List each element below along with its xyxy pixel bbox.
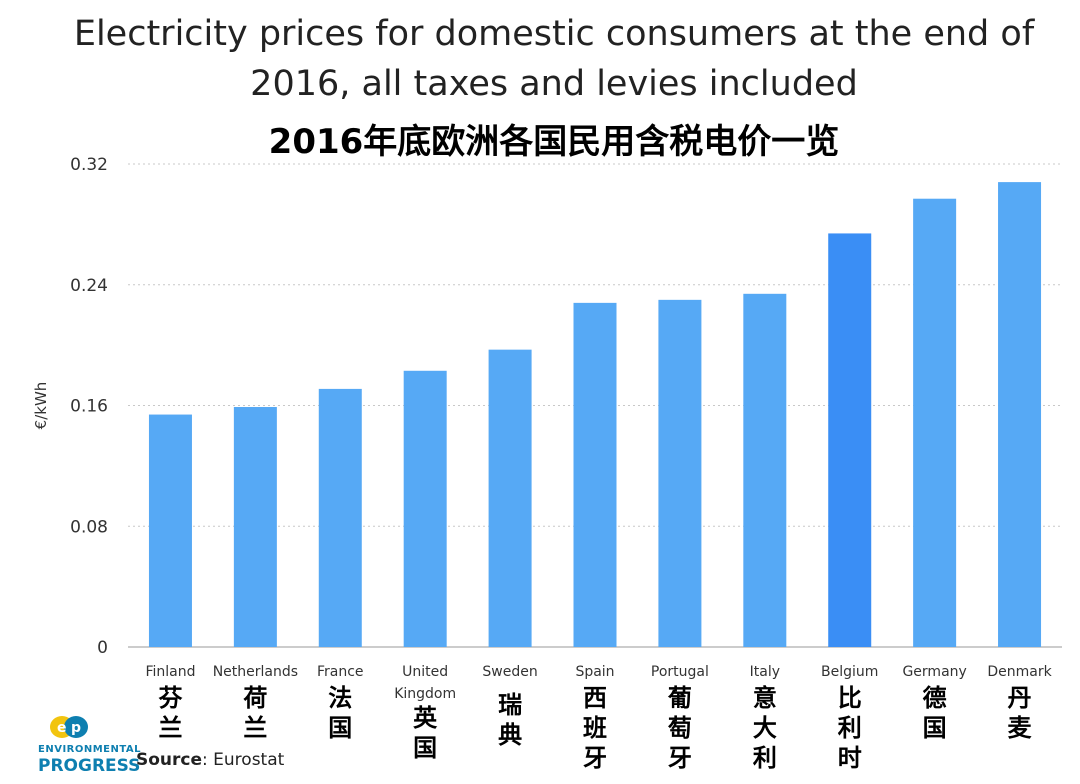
- x-tick-label-cn: 利: [838, 714, 862, 742]
- bar-netherlands: [233, 407, 277, 647]
- x-tick-label-cn: 牙: [668, 744, 692, 772]
- x-tick-label: Netherlands: [213, 664, 298, 680]
- x-tick-label-cn: 萄: [668, 714, 692, 742]
- x-tick-label-cn: 国: [328, 714, 352, 742]
- svg-text:e: e: [57, 720, 67, 736]
- x-tick-label: Italy: [750, 664, 780, 680]
- x-tick-label: Portugal: [651, 664, 709, 680]
- x-tick-label-cn: 德: [923, 684, 947, 712]
- x-tick-label-cn: 葡: [667, 684, 692, 712]
- x-tick-label-cn: 比: [838, 684, 862, 712]
- bar-united-kingdom: [403, 370, 447, 647]
- x-tick-label-cn: 荷: [243, 684, 267, 712]
- x-tick-label-cn: 班: [583, 714, 607, 742]
- x-tick-label: United: [402, 664, 448, 680]
- chart-title-line2: 2016, all taxes and levies included: [250, 64, 858, 104]
- bar-spain: [573, 302, 617, 647]
- x-tick-label-cn: 国: [413, 734, 437, 762]
- x-tick-label-cn: 国: [923, 714, 947, 742]
- x-tick-label-cn: 兰: [158, 714, 182, 742]
- bar-france: [318, 388, 362, 647]
- x-tick-label-cn: 典: [498, 721, 522, 749]
- y-axis-label: €/kWh: [32, 382, 50, 430]
- x-tick-label: Denmark: [987, 664, 1052, 680]
- bar-germany: [913, 198, 957, 647]
- x-tick-label-cn: 兰: [243, 714, 267, 742]
- x-tick-label: Finland: [145, 664, 195, 680]
- bar-portugal: [658, 299, 702, 647]
- x-tick-label-cn: 时: [838, 744, 862, 772]
- x-tick-label: Spain: [575, 664, 614, 680]
- x-tick-label-cn: 芬: [158, 684, 182, 712]
- x-tick-label-cn: 大: [753, 714, 777, 742]
- bar-finland: [148, 414, 192, 647]
- x-tick-label: Kingdom: [394, 686, 456, 702]
- source-note: Source: Eurostat: [136, 750, 284, 770]
- y-tick-label: 0.24: [70, 276, 108, 296]
- x-tick-label: Belgium: [821, 664, 878, 680]
- x-tick-label: Germany: [902, 664, 966, 680]
- y-tick-label: 0.16: [70, 397, 108, 417]
- source-label: Source: [136, 750, 203, 770]
- x-tick-label-cn: 瑞: [498, 691, 522, 719]
- x-tick-label-cn: 意: [753, 684, 777, 712]
- logo-text-progress: PROGRESS: [38, 756, 141, 776]
- x-tick-label-cn: 西: [583, 684, 607, 712]
- logo-text-environmental: ENVIRONMENTAL: [38, 744, 142, 755]
- svg-text:p: p: [71, 720, 81, 736]
- y-tick-label: 0: [97, 638, 108, 658]
- x-tick-label-cn: 英: [413, 704, 438, 732]
- ep-logo-icon: e p: [50, 716, 88, 738]
- x-tick-label: Sweden: [482, 664, 537, 680]
- x-tick-label-cn: 法: [328, 684, 352, 712]
- chart-title-line1: Electricity prices for domestic consumer…: [73, 14, 1035, 54]
- bar-italy: [743, 293, 787, 647]
- y-tick-label: 0.08: [70, 517, 108, 537]
- chart-title-chinese: 2016年底欧洲各国民用含税电价一览: [268, 122, 840, 162]
- x-tick-label: France: [317, 664, 364, 680]
- bar-denmark: [998, 182, 1042, 648]
- x-tick-label-cn: 麦: [1008, 714, 1033, 742]
- x-tick-label-cn: 丹: [1008, 684, 1032, 712]
- bar-sweden: [488, 349, 532, 647]
- x-tick-label-cn: 利: [753, 744, 777, 772]
- y-tick-label: 0.32: [70, 155, 108, 175]
- source-value: : Eurostat: [202, 750, 285, 770]
- x-tick-label-cn: 牙: [583, 744, 607, 772]
- bar-belgium: [828, 233, 872, 647]
- environmental-progress-logo: e p ENVIRONMENTAL PROGRESS: [38, 712, 141, 784]
